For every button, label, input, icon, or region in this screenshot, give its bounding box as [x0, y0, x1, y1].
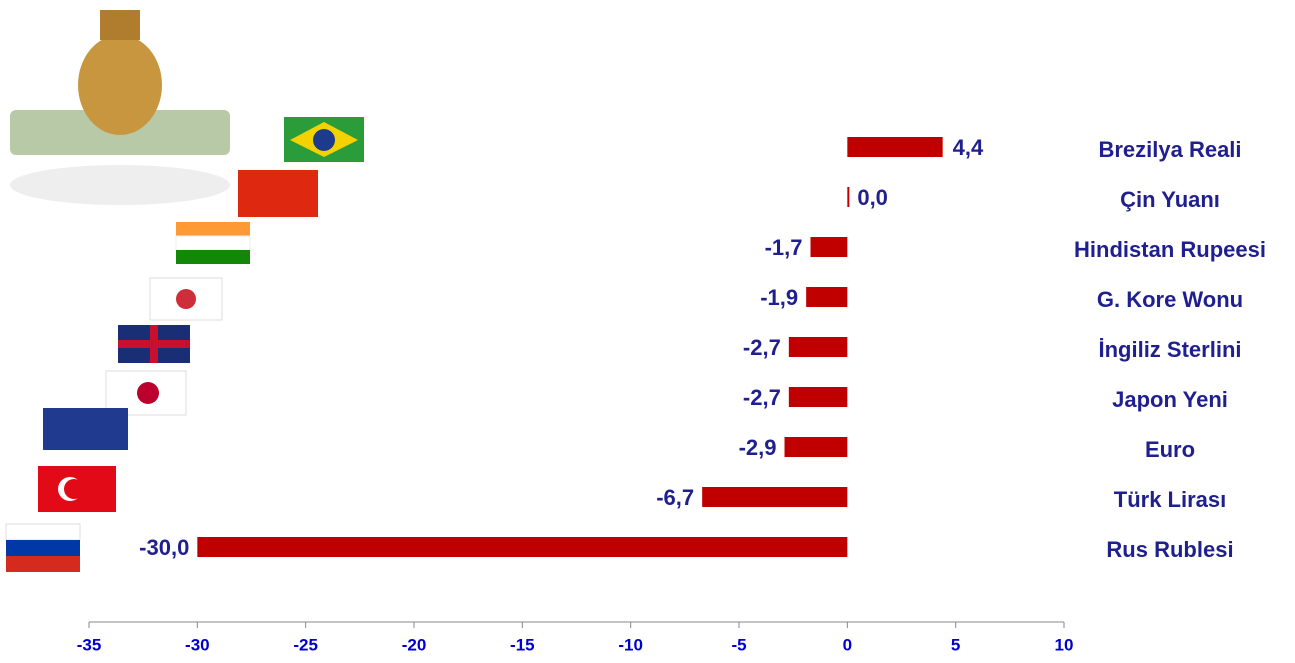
bar	[702, 487, 847, 507]
value-label: -2,7	[743, 385, 781, 410]
bar	[789, 337, 848, 357]
category-label: G. Kore Wonu	[1097, 287, 1243, 312]
bar	[789, 387, 848, 407]
x-tick-label: -5	[731, 635, 746, 654]
value-label: -2,9	[739, 435, 777, 460]
category-label: Brezilya Reali	[1098, 137, 1241, 162]
value-label: 4,4	[953, 135, 984, 160]
category-label: Hindistan Rupeesi	[1074, 237, 1266, 262]
value-label: -6,7	[656, 485, 694, 510]
chart: -35 -30 -25 -20 -15 -10 -5 0 5 10 4,4 Brezilya Real…	[0, 0, 1295, 663]
x-tick-label: -15	[510, 635, 535, 654]
value-label: -1,9	[760, 285, 798, 310]
x-tick-label: -10	[618, 635, 643, 654]
category-label: İngiliz Sterlini	[1098, 337, 1241, 362]
decoration	[6, 10, 364, 572]
value-label: -30,0	[139, 535, 189, 560]
bar	[197, 537, 847, 557]
x-tick-label: -20	[402, 635, 427, 654]
x-tick-label: 10	[1055, 635, 1074, 654]
category-label: Rus Rublesi	[1106, 537, 1233, 562]
x-tick-label: 0	[843, 635, 852, 654]
x-tick-label: -30	[185, 635, 210, 654]
bar	[811, 237, 848, 257]
bar	[785, 437, 848, 457]
bar	[806, 287, 847, 307]
bar	[847, 137, 942, 157]
bar	[847, 187, 849, 207]
value-label: 0,0	[857, 185, 888, 210]
value-label: -1,7	[765, 235, 803, 260]
x-tick-label: 5	[951, 635, 960, 654]
category-label: Türk Lirası	[1114, 487, 1226, 512]
category-label: Euro	[1145, 437, 1195, 462]
category-label: Çin Yuanı	[1120, 187, 1220, 212]
x-tick-label: -35	[77, 635, 102, 654]
value-label: -2,7	[743, 335, 781, 360]
category-label: Japon Yeni	[1112, 387, 1228, 412]
x-tick-label: -25	[293, 635, 318, 654]
